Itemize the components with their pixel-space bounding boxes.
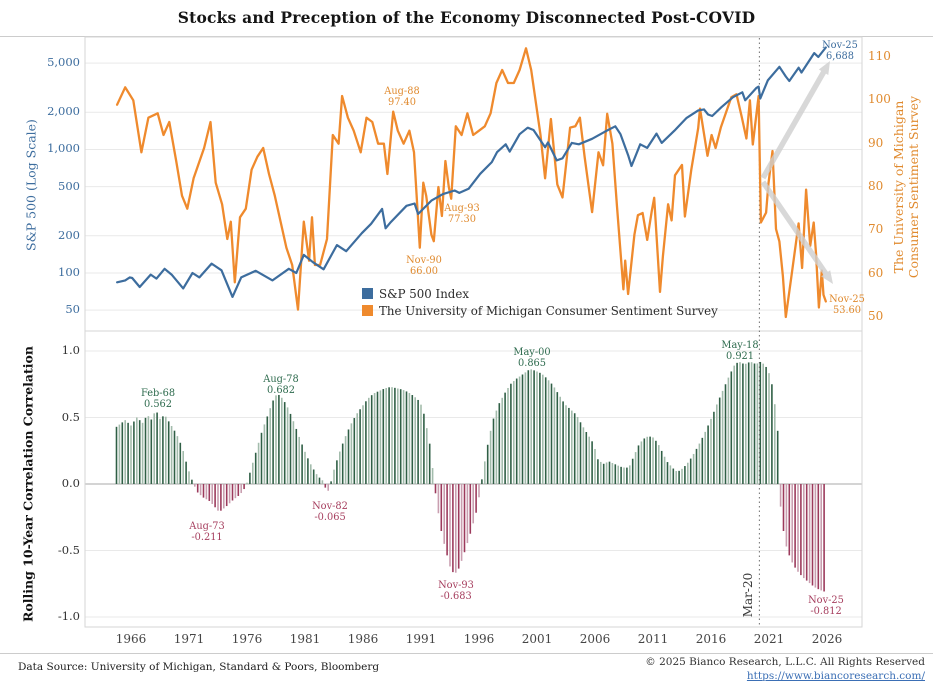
sp500-tick-label: 500	[58, 178, 80, 193]
correlation-tick-label: 0.0	[61, 476, 80, 490]
year-tick-label: 2001	[521, 632, 553, 646]
year-tick-label: 1996	[463, 632, 495, 646]
legend: S&P 500 Index The University of Michigan…	[362, 285, 718, 319]
annotation-nov-82: Nov-82 -0.065	[312, 501, 348, 523]
correlation-bars	[115, 361, 825, 592]
footer-divider	[0, 653, 933, 654]
annotation-feb-68: Feb-68 0.562	[140, 388, 176, 410]
legend-item-sp500: S&P 500 Index	[362, 285, 718, 302]
sp500-legend-swatch	[362, 288, 373, 299]
year-tick-label: 2006	[579, 632, 611, 646]
year-tick-label: 2011	[637, 632, 669, 646]
annotation-nov-25: Nov-25 53.60	[829, 294, 865, 316]
year-tick-label: 1981	[289, 632, 321, 646]
annotation-aug-93: Aug-93 77.30	[444, 203, 480, 225]
annotation-nov-25: Nov-25 6,688	[822, 40, 858, 62]
correlation-tick-label: -1.0	[57, 609, 80, 623]
sentiment-tick-label: 50	[868, 309, 884, 323]
trend-arrow-up-icon	[760, 61, 830, 180]
year-tick-label: 2016	[695, 632, 727, 646]
annotation-nov-25: Nov-25 -0.812	[808, 595, 844, 617]
year-tick-label: 1991	[405, 632, 437, 646]
gridlines	[85, 62, 862, 618]
annotation-nov-90: Nov-90 66.00	[406, 255, 442, 277]
annotation-may-00: May-00 0.865	[513, 347, 551, 369]
plot-frame	[84, 36, 863, 628]
year-tick-label: 2026	[811, 632, 843, 646]
copyright-note: © 2025 Bianco Research, L.L.C. All Right…	[645, 656, 925, 668]
sentiment-tick-label: 90	[868, 135, 884, 150]
year-tick-label: 1966	[115, 632, 147, 646]
page-title: Stocks and Preception of the Economy Dis…	[177, 8, 756, 27]
sentiment-tick-label: 60	[868, 265, 884, 280]
sentiment-legend-label: The University of Michigan Consumer Sent…	[379, 303, 718, 318]
year-tick-label: 1976	[231, 632, 263, 646]
trend-arrow-down-icon	[760, 180, 833, 284]
sp500-tick-label: 5,000	[47, 55, 80, 70]
sentiment-tick-label: 110	[868, 49, 891, 63]
annotation-aug-73: Aug-73 -0.211	[189, 521, 225, 543]
annotation-nov-93: Nov-93 -0.683	[438, 580, 474, 602]
annotation-may-18: May-18 0.921	[721, 340, 759, 362]
year-tick-label: 1986	[347, 632, 379, 646]
annotation-aug-88: Aug-88 97.40	[384, 86, 420, 108]
sentiment-tick-label: 100	[868, 92, 891, 107]
mar-20-event-label: Mar-20	[741, 572, 755, 618]
sp500-line	[115, 46, 827, 298]
year-tick-label: 2021	[753, 632, 785, 646]
sp500-tick-label: 2,000	[47, 104, 80, 119]
sp500-tick-label: 200	[58, 227, 80, 242]
correlation-tick-label: 0.5	[61, 409, 80, 424]
correlation-tick-label: -0.5	[57, 542, 80, 557]
legend-item-sentiment: The University of Michigan Consumer Sent…	[362, 302, 718, 319]
sentiment-axis-title: The University of Michigan Consumer Sent…	[891, 95, 921, 279]
data-source-note: Data Source: University of Michigan, Sta…	[18, 661, 380, 673]
sp500-tick-label: 50	[65, 302, 80, 317]
annotation-aug-78: Aug-78 0.682	[263, 374, 299, 396]
sp500-tick-label: 100	[58, 264, 80, 279]
sentiment-tick-label: 70	[868, 222, 884, 237]
correlation-tick-label: 1.0	[61, 343, 80, 357]
sentiment-line	[115, 47, 827, 319]
sp500-tick-label: 1,000	[47, 141, 80, 156]
year-tick-label: 1971	[173, 632, 205, 646]
sentiment-tick-label: 80	[868, 179, 884, 193]
biancoresearch-link[interactable]: https://www.biancoresearch.com/	[746, 670, 925, 682]
sp500-legend-label: S&P 500 Index	[379, 286, 469, 301]
sentiment-legend-swatch	[362, 305, 373, 316]
